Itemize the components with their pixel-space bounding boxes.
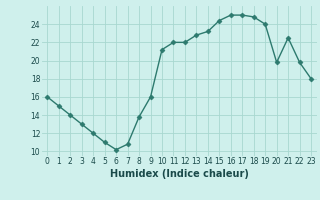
X-axis label: Humidex (Indice chaleur): Humidex (Indice chaleur) [110,169,249,179]
